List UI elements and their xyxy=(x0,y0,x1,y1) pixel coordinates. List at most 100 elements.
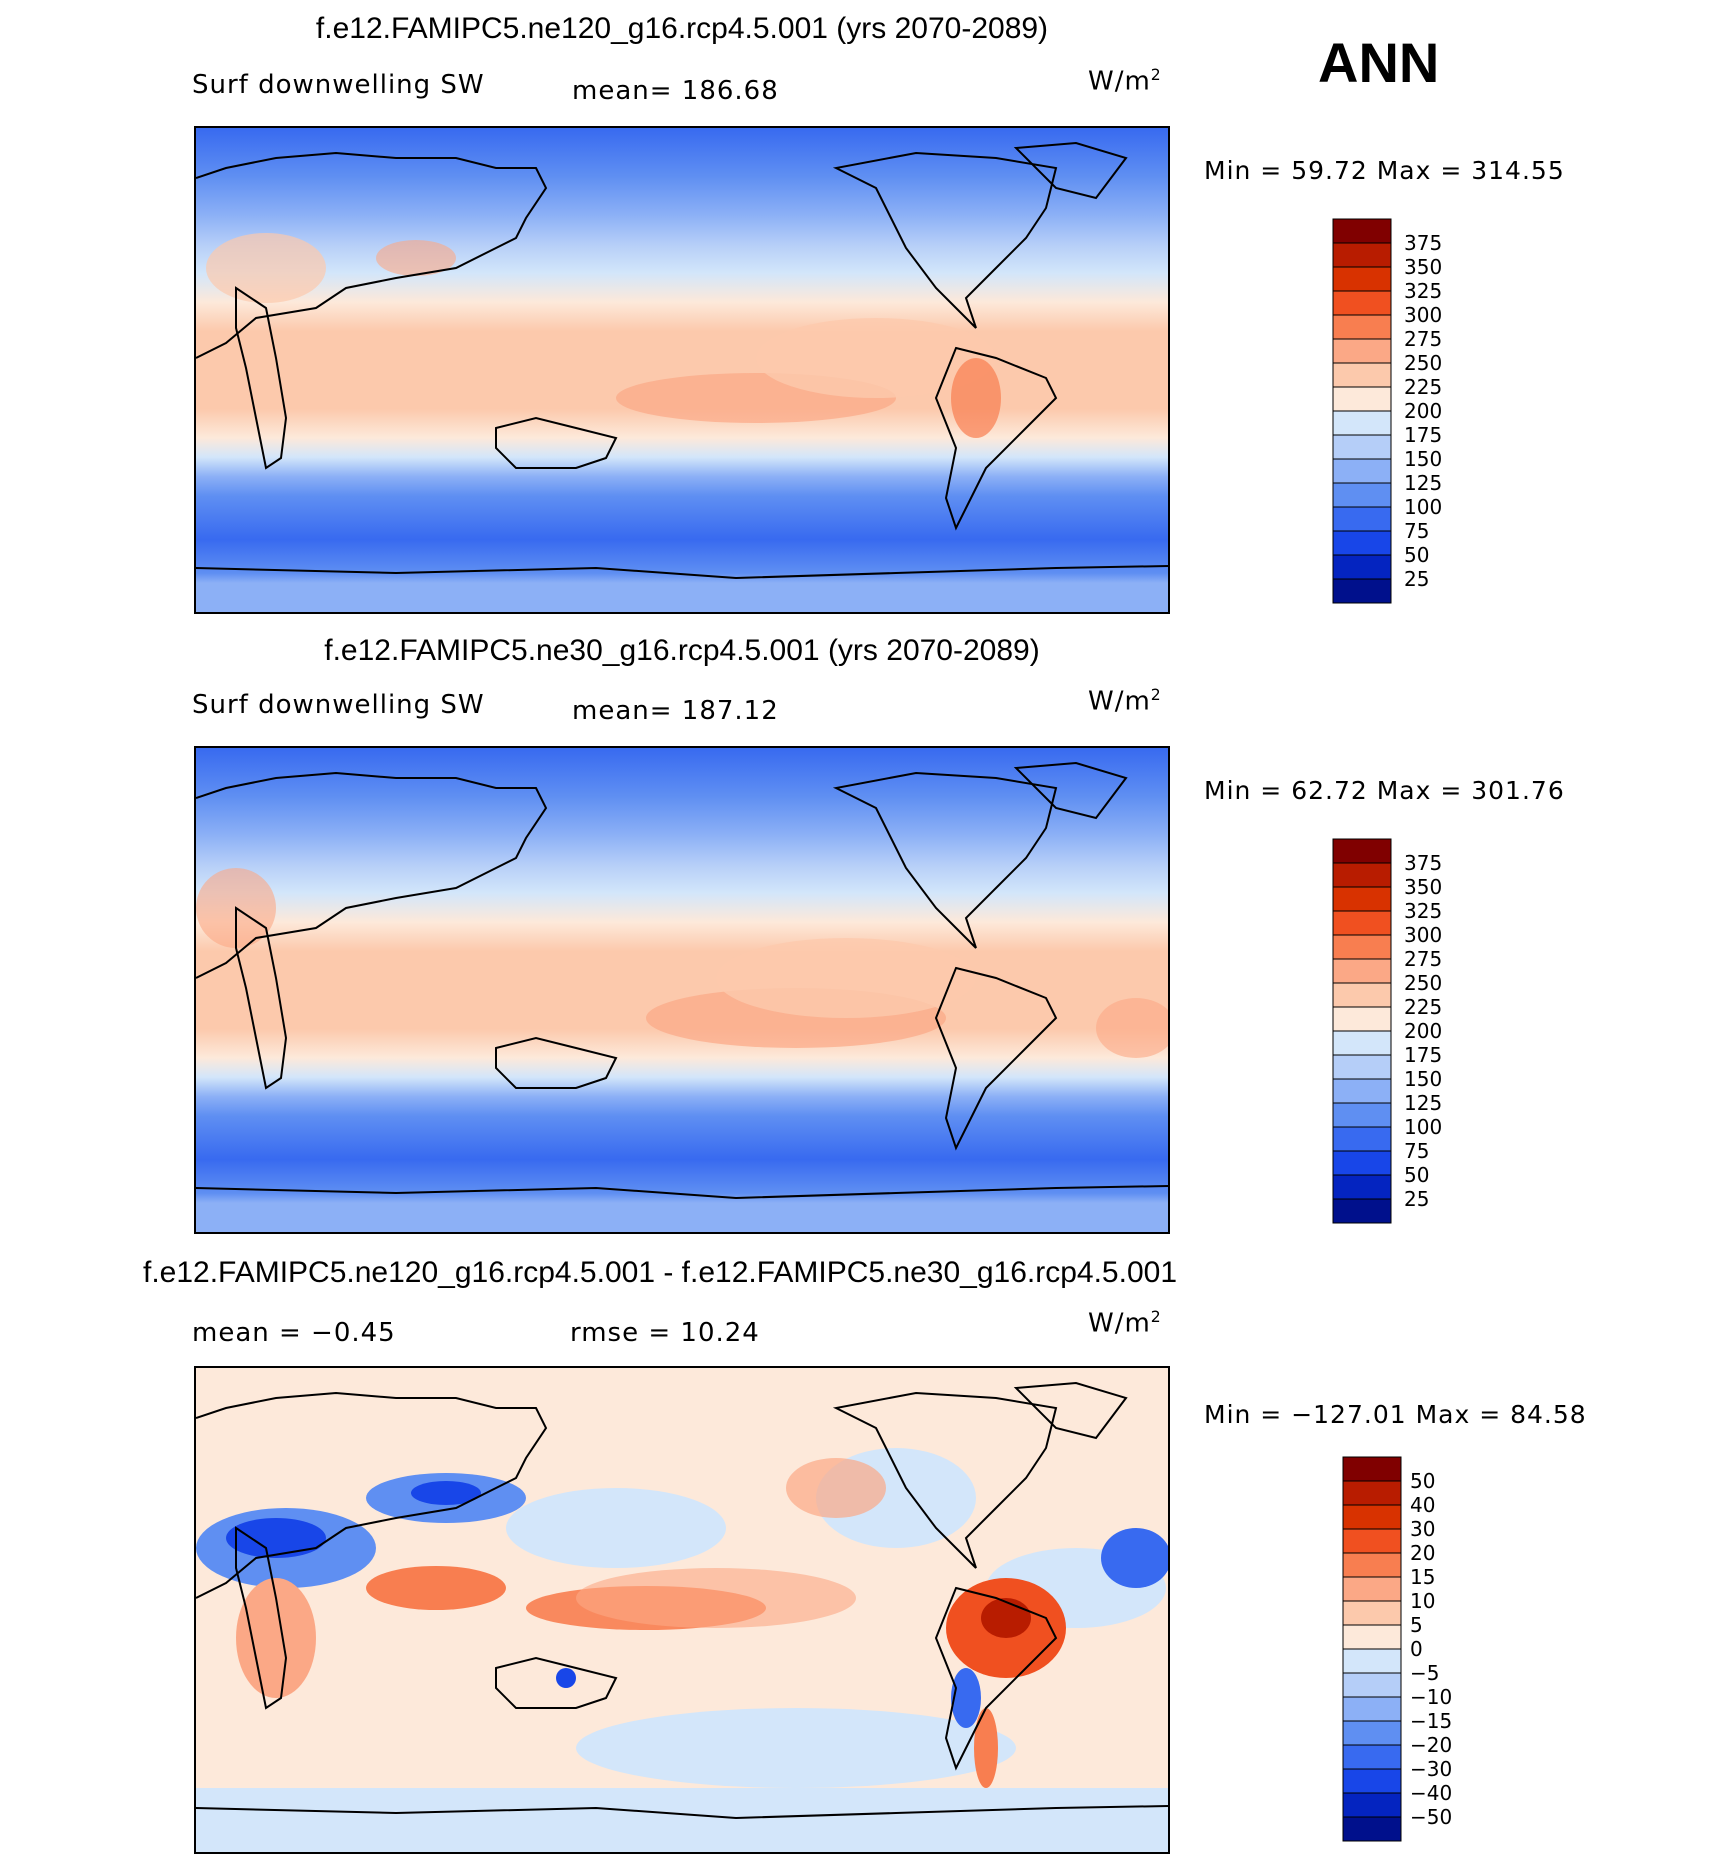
colorbar-tick-label: 150 xyxy=(1404,447,1442,471)
colorbar-tick-label: 125 xyxy=(1404,1091,1442,1115)
panel-3-colorbar: 50 40 30 20 15 10 5 0 −5 −10 −15 −20 −30 −40 −50 xyxy=(1342,1456,1482,1849)
panel-1-colorbar: 375 350 325 300 275 250 225 200 175 150 125 100 75 50… xyxy=(1332,218,1472,611)
colorbar-tick-label: −20 xyxy=(1410,1733,1452,1757)
panel-2-minmax: Min = 62.72 Max = 301.76 xyxy=(1204,776,1565,805)
colorbar-swatch xyxy=(1332,290,1392,316)
panel-2-colorbar: 375 350 325 300 275 250 225 200 175 150 125 100 75 50… xyxy=(1332,838,1472,1231)
colorbar-tick-label: −15 xyxy=(1410,1709,1452,1733)
colorbar-swatch xyxy=(1342,1792,1402,1818)
colorbar-tick-label: 50 xyxy=(1404,543,1429,567)
colorbar-tick-label: 10 xyxy=(1410,1589,1435,1613)
colorbar-tick-label: 350 xyxy=(1404,255,1442,279)
colorbar-tick-label: 20 xyxy=(1410,1541,1435,1565)
colorbar-tick-label: 275 xyxy=(1404,327,1442,351)
colorbar-swatch xyxy=(1342,1456,1402,1482)
colorbar-tick-label: 325 xyxy=(1404,899,1442,923)
panel-3-map xyxy=(194,1366,1170,1854)
colorbar-swatch xyxy=(1332,982,1392,1008)
panel-1-map xyxy=(194,126,1170,614)
colorbar-tick-label: 150 xyxy=(1404,1067,1442,1091)
colorbar-swatch xyxy=(1342,1504,1402,1530)
season-label: ANN xyxy=(1318,31,1440,94)
panel-2-title: f.e12.FAMIPC5.ne30_g16.rcp4.5.001 (yrs 2… xyxy=(324,634,1040,667)
panel-3-units: W/m2 xyxy=(1088,1308,1162,1339)
colorbar-swatch xyxy=(1332,934,1392,960)
colorbar-swatch xyxy=(1342,1552,1402,1578)
colorbar-swatch xyxy=(1342,1768,1402,1794)
colorbar-tick-label: 375 xyxy=(1404,231,1442,255)
colorbar-swatch xyxy=(1332,1054,1392,1080)
colorbar-swatch xyxy=(1332,554,1392,580)
colorbar-swatch xyxy=(1332,242,1392,268)
colorbar-tick-label: 125 xyxy=(1404,471,1442,495)
panel-2-mean: mean= 187.12 xyxy=(572,696,779,726)
colorbar-swatch xyxy=(1332,1174,1392,1200)
colorbar-tick-label: −5 xyxy=(1410,1661,1439,1685)
colorbar-swatch xyxy=(1342,1816,1402,1842)
colorbar-swatch xyxy=(1332,338,1392,364)
colorbar-swatch xyxy=(1332,958,1392,984)
colorbar-swatch xyxy=(1332,530,1392,556)
panel-2-map xyxy=(194,746,1170,1234)
panel-2-field xyxy=(196,748,1168,1232)
colorbar-swatch xyxy=(1332,886,1392,912)
colorbar-tick-label: 325 xyxy=(1404,279,1442,303)
colorbar-swatch xyxy=(1332,1198,1392,1224)
colorbar-swatch xyxy=(1342,1528,1402,1554)
colorbar-tick-label: 300 xyxy=(1404,303,1442,327)
colorbar-swatch xyxy=(1342,1648,1402,1674)
colorbar-swatch xyxy=(1332,362,1392,388)
colorbar-tick-label: 200 xyxy=(1404,399,1442,423)
panel-1-field xyxy=(196,128,1168,612)
colorbar-tick-label: 225 xyxy=(1404,995,1442,1019)
colorbar-tick-label: −10 xyxy=(1410,1685,1452,1709)
panel-3-field xyxy=(196,1368,1168,1852)
colorbar-swatch xyxy=(1342,1600,1402,1626)
colorbar-tick-label: 40 xyxy=(1410,1493,1435,1517)
colorbar-tick-label: 275 xyxy=(1404,947,1442,971)
panel-1-variable: Surf downwelling SW xyxy=(192,70,485,100)
panel-1-title: f.e12.FAMIPC5.ne120_g16.rcp4.5.001 (yrs … xyxy=(315,12,1049,45)
colorbar-swatch xyxy=(1332,578,1392,604)
panel-2-variable: Surf downwelling SW xyxy=(192,690,485,720)
colorbar-swatch xyxy=(1342,1672,1402,1698)
colorbar-swatch xyxy=(1332,1102,1392,1128)
colorbar-swatch xyxy=(1332,218,1392,244)
colorbar-swatch xyxy=(1332,1030,1392,1056)
colorbar-tick-label: 350 xyxy=(1404,875,1442,899)
colorbar-tick-label: 200 xyxy=(1404,1019,1442,1043)
colorbar-tick-label: 75 xyxy=(1404,1139,1429,1163)
panel-1-units: W/m2 xyxy=(1088,66,1162,97)
colorbar-swatch xyxy=(1342,1576,1402,1602)
colorbar-tick-label: 375 xyxy=(1404,851,1442,875)
colorbar-swatch xyxy=(1332,458,1392,484)
colorbar-swatch xyxy=(1332,1006,1392,1032)
panel-3-minmax: Min = −127.01 Max = 84.58 xyxy=(1204,1400,1587,1429)
colorbar-tick-label: 25 xyxy=(1404,567,1429,591)
colorbar-tick-label: −30 xyxy=(1410,1757,1452,1781)
colorbar-tick-label: −40 xyxy=(1410,1781,1452,1805)
colorbar-tick-label: 75 xyxy=(1404,519,1429,543)
colorbar-tick-label: 100 xyxy=(1404,495,1442,519)
panel-1-mean: mean= 186.68 xyxy=(572,76,779,106)
colorbar-tick-label: 15 xyxy=(1410,1565,1435,1589)
colorbar-swatch xyxy=(1342,1624,1402,1650)
colorbar-swatch xyxy=(1332,434,1392,460)
colorbar-swatch xyxy=(1342,1720,1402,1746)
colorbar-tick-label: 50 xyxy=(1410,1469,1435,1493)
colorbar-tick-label: 300 xyxy=(1404,923,1442,947)
colorbar-tick-label: 250 xyxy=(1404,971,1442,995)
colorbar-swatch xyxy=(1342,1480,1402,1506)
colorbar-swatch xyxy=(1332,410,1392,436)
colorbar-swatch xyxy=(1332,1126,1392,1152)
colorbar-tick-label: 5 xyxy=(1410,1613,1423,1637)
colorbar-tick-label: 225 xyxy=(1404,375,1442,399)
panel-2-units: W/m2 xyxy=(1088,686,1162,717)
colorbar-tick-label: 175 xyxy=(1404,423,1442,447)
panel-3-title: f.e12.FAMIPC5.ne120_g16.rcp4.5.001 - f.e… xyxy=(142,1256,1178,1289)
colorbar-tick-label: −50 xyxy=(1410,1805,1452,1829)
colorbar-swatch xyxy=(1332,386,1392,412)
colorbar-tick-label: 30 xyxy=(1410,1517,1435,1541)
colorbar-tick-label: 25 xyxy=(1404,1187,1429,1211)
colorbar-swatch xyxy=(1342,1744,1402,1770)
